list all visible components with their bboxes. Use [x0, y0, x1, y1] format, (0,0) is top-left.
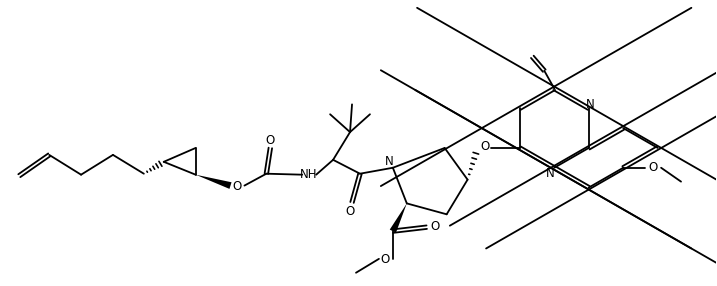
- Text: O: O: [266, 134, 275, 146]
- Text: O: O: [380, 253, 389, 266]
- Text: N: N: [384, 155, 393, 168]
- Text: NH: NH: [300, 168, 317, 181]
- Text: O: O: [648, 161, 657, 174]
- Text: N: N: [587, 98, 595, 111]
- Text: O: O: [430, 220, 440, 233]
- Text: O: O: [480, 140, 489, 154]
- Text: O: O: [233, 180, 242, 193]
- Text: N: N: [546, 167, 555, 180]
- Polygon shape: [390, 203, 407, 233]
- Polygon shape: [196, 175, 232, 189]
- Text: O: O: [346, 205, 355, 218]
